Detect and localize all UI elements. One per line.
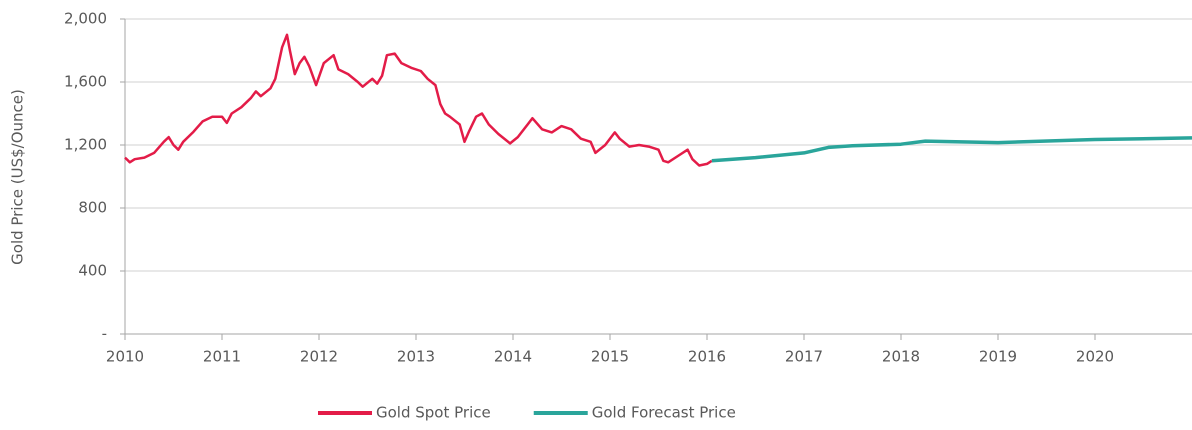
y-tick-label: 800	[78, 199, 107, 217]
x-tick-label: 2013	[397, 348, 435, 366]
x-tick-label: 2019	[979, 348, 1017, 366]
x-tick-label: 2012	[300, 348, 338, 366]
y-tick-label: 2,000	[64, 10, 107, 28]
legend-label: Gold Spot Price	[376, 404, 491, 422]
y-tick-label: -	[102, 325, 107, 343]
x-tick-label: 2018	[882, 348, 920, 366]
line	[124, 33, 713, 167]
legend-label: Gold Forecast Price	[592, 404, 736, 422]
x-tick-label: 2011	[203, 348, 241, 366]
x-tick-label: 2010	[106, 348, 144, 366]
y-tick-label: 400	[78, 262, 107, 280]
y-axis-label: Gold Price (US$/Ounce)	[9, 89, 27, 265]
x-tick-label: 2017	[785, 348, 823, 366]
y-tick-label: 1,200	[64, 136, 107, 154]
x-tick-label: 2014	[494, 348, 532, 366]
line	[711, 136, 1192, 163]
x-tick-label: 2016	[688, 348, 726, 366]
y-tick-label: 1,600	[64, 73, 107, 91]
x-tick-label: 2020	[1076, 348, 1114, 366]
x-tick-label: 2015	[591, 348, 629, 366]
